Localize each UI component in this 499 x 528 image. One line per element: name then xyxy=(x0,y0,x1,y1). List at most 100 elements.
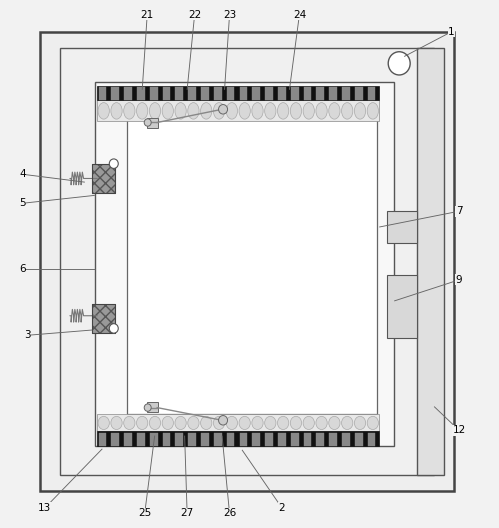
Ellipse shape xyxy=(124,417,135,429)
Bar xyxy=(201,87,209,100)
Bar xyxy=(214,87,222,100)
Text: 6: 6 xyxy=(19,265,26,274)
Bar xyxy=(97,86,379,100)
Bar xyxy=(99,87,106,100)
Text: 26: 26 xyxy=(223,508,236,518)
Bar xyxy=(252,87,260,100)
Text: 9: 9 xyxy=(456,275,463,285)
Circle shape xyxy=(388,52,410,75)
Bar xyxy=(387,211,417,243)
Text: 25: 25 xyxy=(138,508,151,518)
Bar xyxy=(291,433,298,446)
Bar xyxy=(316,87,324,100)
Bar xyxy=(150,87,158,100)
Bar xyxy=(163,433,170,446)
Bar xyxy=(124,87,132,100)
Bar xyxy=(97,431,379,446)
Ellipse shape xyxy=(162,102,174,119)
Ellipse shape xyxy=(149,102,161,119)
Ellipse shape xyxy=(290,102,301,119)
Bar xyxy=(227,87,235,100)
Bar xyxy=(265,87,273,100)
Bar xyxy=(240,433,247,446)
Bar xyxy=(176,433,183,446)
Bar xyxy=(227,433,235,446)
Bar xyxy=(355,87,363,100)
Bar xyxy=(137,87,145,100)
Ellipse shape xyxy=(226,102,238,119)
Bar xyxy=(201,433,209,446)
Bar xyxy=(188,87,196,100)
Bar xyxy=(316,433,324,446)
Circle shape xyxy=(144,119,151,126)
Ellipse shape xyxy=(188,417,199,429)
Bar xyxy=(176,87,183,100)
Ellipse shape xyxy=(277,102,289,119)
Ellipse shape xyxy=(149,417,161,429)
Bar xyxy=(92,304,115,333)
Text: 4: 4 xyxy=(19,169,26,179)
Bar xyxy=(124,433,132,446)
Bar xyxy=(329,87,337,100)
Bar xyxy=(92,164,115,193)
Ellipse shape xyxy=(162,417,174,429)
Ellipse shape xyxy=(367,417,378,429)
Bar xyxy=(188,433,196,446)
Bar xyxy=(95,82,394,446)
Text: 21: 21 xyxy=(141,10,154,20)
Bar xyxy=(355,433,363,446)
Ellipse shape xyxy=(277,417,289,429)
Ellipse shape xyxy=(354,102,366,119)
Ellipse shape xyxy=(239,417,250,429)
Ellipse shape xyxy=(354,417,366,429)
Ellipse shape xyxy=(214,417,225,429)
Ellipse shape xyxy=(226,417,238,429)
Text: 3: 3 xyxy=(24,331,31,340)
Bar xyxy=(417,48,444,475)
Bar xyxy=(303,87,311,100)
Ellipse shape xyxy=(316,102,327,119)
Bar xyxy=(92,164,115,193)
Ellipse shape xyxy=(188,102,199,119)
Text: 27: 27 xyxy=(181,508,194,518)
Text: 7: 7 xyxy=(456,206,463,216)
Ellipse shape xyxy=(252,417,263,429)
Ellipse shape xyxy=(175,102,186,119)
Bar xyxy=(342,433,350,446)
Bar xyxy=(329,433,337,446)
Ellipse shape xyxy=(264,417,276,429)
Ellipse shape xyxy=(290,417,301,429)
Bar xyxy=(111,87,119,100)
Ellipse shape xyxy=(239,102,250,119)
Bar xyxy=(92,304,115,333)
Bar xyxy=(240,87,247,100)
Bar xyxy=(127,111,377,414)
Circle shape xyxy=(219,416,228,425)
Ellipse shape xyxy=(252,102,263,119)
Bar xyxy=(368,87,375,100)
Text: 1: 1 xyxy=(448,27,455,36)
Bar xyxy=(278,87,286,100)
Ellipse shape xyxy=(303,102,314,119)
Bar xyxy=(214,433,222,446)
Ellipse shape xyxy=(111,417,122,429)
Ellipse shape xyxy=(111,102,122,119)
Ellipse shape xyxy=(137,102,148,119)
Circle shape xyxy=(144,404,151,411)
Bar xyxy=(99,433,106,446)
Ellipse shape xyxy=(303,417,314,429)
Bar xyxy=(291,87,298,100)
Bar xyxy=(163,87,170,100)
Ellipse shape xyxy=(329,102,340,119)
Bar xyxy=(137,433,145,446)
Ellipse shape xyxy=(124,102,135,119)
Circle shape xyxy=(109,324,118,333)
Ellipse shape xyxy=(329,417,340,429)
Ellipse shape xyxy=(341,417,353,429)
Bar xyxy=(60,48,434,475)
Ellipse shape xyxy=(201,102,212,119)
Bar xyxy=(368,433,375,446)
Bar xyxy=(342,87,350,100)
Ellipse shape xyxy=(316,417,327,429)
Bar xyxy=(147,402,158,412)
